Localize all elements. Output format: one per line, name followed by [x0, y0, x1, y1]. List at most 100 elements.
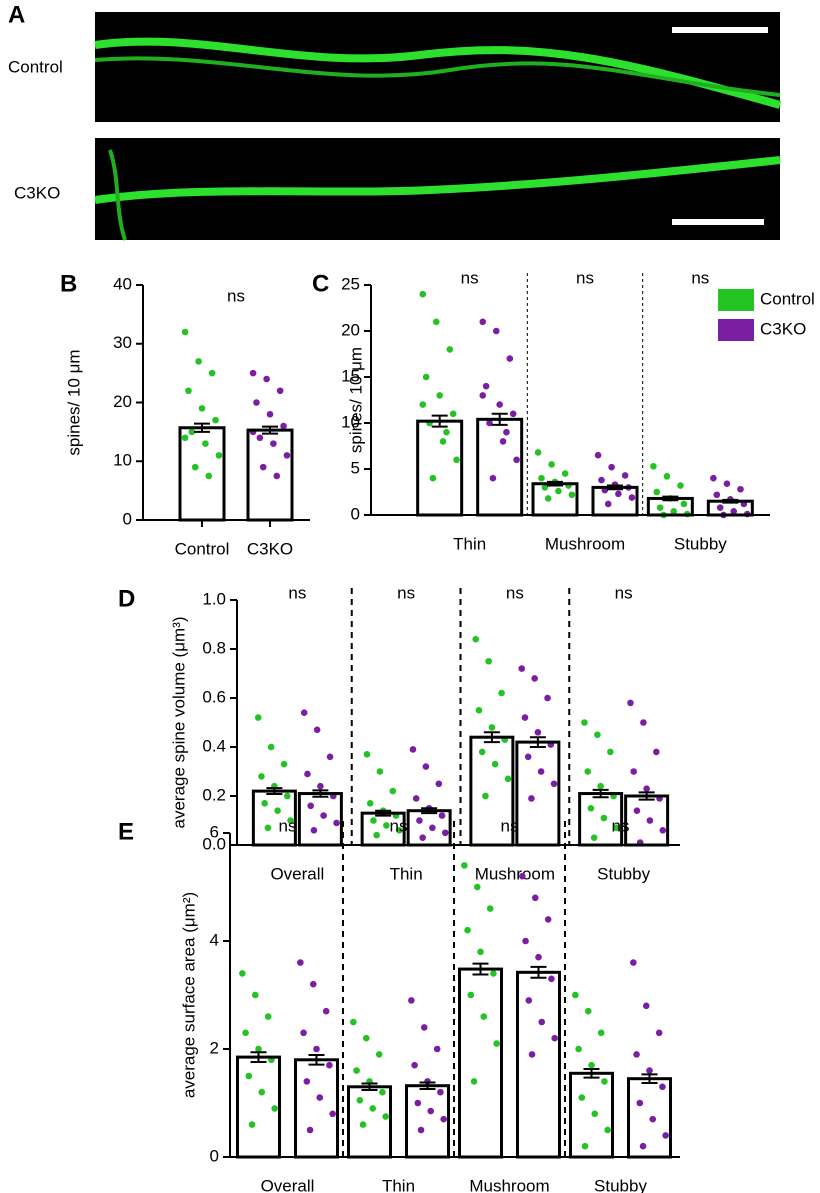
panel-letter: D — [118, 585, 135, 612]
data-point — [650, 462, 657, 470]
data-point — [212, 416, 219, 424]
x-tick-label: Stubby — [674, 534, 727, 553]
x-tick-label: Overall — [270, 864, 324, 883]
data-point — [395, 827, 403, 834]
error-bar — [308, 1053, 325, 1066]
x-tick-label: Mushroom — [475, 864, 555, 883]
x-tick-label: Mushroom — [469, 1176, 549, 1193]
x-tick-label: Thin — [382, 1176, 415, 1193]
panel-letter: B — [60, 270, 77, 297]
data-point — [249, 369, 257, 377]
y-tick-label: 15 — [341, 366, 360, 385]
data-point — [274, 807, 281, 814]
y-tick-label: 10 — [113, 451, 132, 470]
data-point — [604, 1126, 611, 1134]
data-point — [271, 1105, 278, 1112]
data-point — [333, 819, 340, 827]
data-point — [317, 782, 324, 790]
data-point — [604, 500, 612, 508]
data-point — [482, 792, 489, 800]
error-bar — [375, 809, 392, 817]
bar — [246, 428, 294, 522]
micrograph — [94, 12, 782, 122]
data-point — [363, 751, 371, 758]
y-tick-label: 5 — [351, 458, 360, 477]
annotation: ns — [506, 583, 524, 602]
data-point — [195, 358, 202, 365]
data-point — [443, 428, 450, 436]
data-point — [723, 480, 731, 488]
error-bar — [547, 480, 563, 487]
data-point — [359, 1121, 367, 1128]
data-point — [264, 1013, 272, 1020]
data-point — [710, 474, 717, 482]
data-point — [649, 1115, 657, 1123]
y-tick-label: 30 — [113, 333, 132, 352]
data-point — [597, 1029, 605, 1037]
y-tick-label: 2 — [210, 1038, 219, 1057]
data-point — [258, 1088, 266, 1096]
data-point — [575, 1045, 582, 1053]
data-point — [362, 1034, 370, 1042]
data-point — [519, 872, 526, 880]
data-point — [478, 748, 486, 756]
data-point — [544, 916, 552, 923]
data-point — [633, 807, 641, 814]
data-point — [538, 474, 545, 482]
error-bar — [607, 484, 623, 491]
annotation: ns — [279, 816, 297, 835]
data-point — [208, 369, 216, 377]
data-point — [646, 1067, 653, 1074]
y-tick-label: 25 — [341, 274, 360, 293]
data-point — [198, 405, 206, 412]
error-bar — [529, 736, 546, 748]
bar — [294, 1058, 339, 1159]
y-tick-label: 0.8 — [202, 638, 226, 657]
data-point — [662, 1132, 669, 1139]
data-point — [245, 1072, 253, 1080]
data-point — [713, 491, 721, 499]
data-point — [550, 780, 558, 788]
data-point — [191, 463, 199, 471]
data-point — [531, 894, 539, 902]
data-point — [389, 787, 397, 795]
data-point — [479, 392, 487, 399]
error-bar — [722, 498, 739, 504]
data-point — [267, 743, 275, 751]
annotation: ns — [461, 268, 479, 287]
data-point — [383, 822, 390, 829]
data-point — [716, 504, 724, 511]
data-point — [259, 463, 267, 471]
data-point — [242, 1029, 249, 1037]
data-point — [427, 1107, 435, 1115]
data-point — [449, 410, 457, 418]
data-point — [316, 1094, 324, 1101]
data-point — [464, 926, 471, 934]
data-point — [653, 488, 661, 496]
bar — [531, 482, 579, 517]
data-point — [677, 482, 684, 489]
row-label: Control — [8, 57, 63, 76]
error-bar — [250, 1051, 267, 1063]
data-point — [561, 470, 569, 477]
data-point — [202, 440, 209, 447]
data-point — [509, 410, 517, 418]
data-point — [493, 1040, 500, 1047]
data-point — [326, 1061, 333, 1069]
data-point — [258, 773, 265, 780]
data-point — [499, 438, 507, 445]
legend-label: C3KO — [760, 319, 806, 338]
data-point — [408, 997, 415, 1004]
data-point — [188, 428, 196, 436]
bar — [476, 417, 524, 517]
data-point — [422, 373, 430, 381]
data-point — [482, 382, 490, 390]
data-point — [524, 753, 532, 761]
data-point — [310, 827, 318, 834]
data-point — [581, 1142, 589, 1150]
error-bar — [312, 789, 329, 798]
data-point — [273, 472, 281, 480]
data-point — [264, 824, 272, 832]
data-point — [572, 991, 579, 999]
